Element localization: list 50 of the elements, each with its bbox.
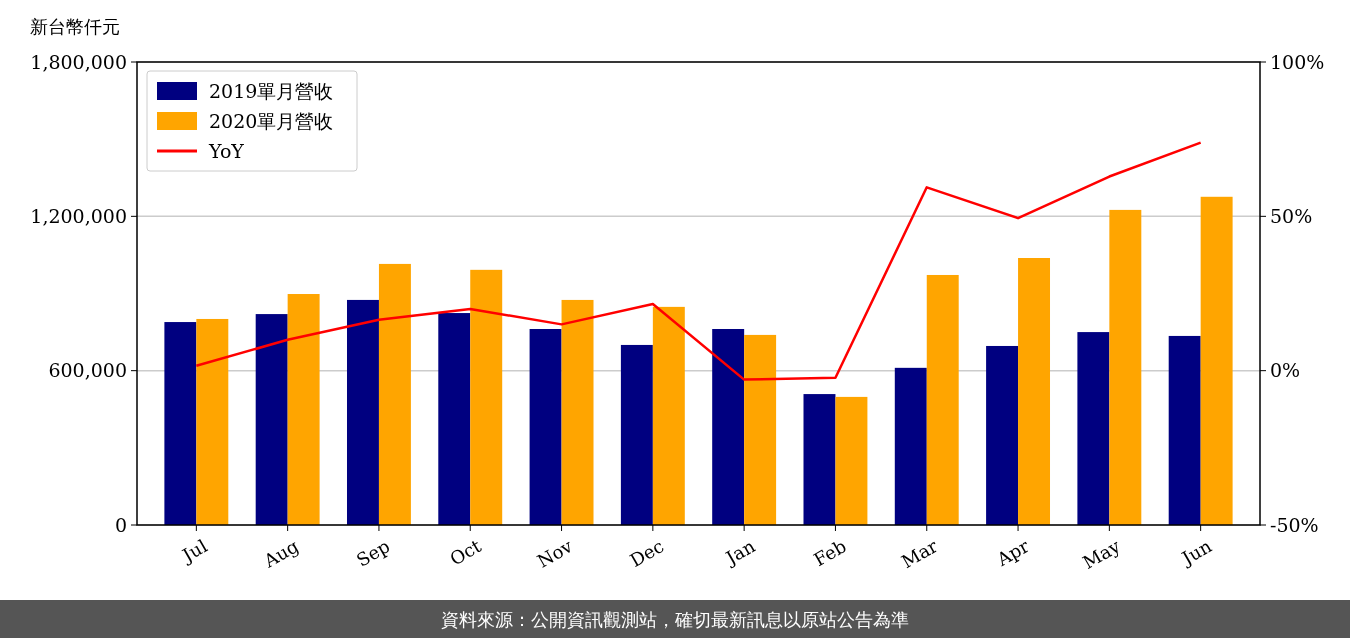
- bar: [744, 334, 777, 525]
- y-tick-label: 1,200,000: [30, 204, 127, 227]
- x-tick-label: Mar: [897, 535, 942, 573]
- bar: [1077, 332, 1110, 525]
- bar: [1168, 335, 1201, 525]
- y2-tick-label: 50%: [1270, 204, 1313, 227]
- bar: [620, 344, 653, 525]
- bar: [835, 396, 868, 525]
- bar: [712, 329, 745, 525]
- x-tick-label: Jun: [1176, 534, 1216, 570]
- bar: [1018, 258, 1051, 525]
- x-tick-label: Dec: [626, 535, 668, 571]
- bar: [894, 367, 927, 525]
- y2-tick-label: 0%: [1270, 359, 1301, 382]
- x-tick-label: Sep: [352, 535, 394, 571]
- bar: [164, 322, 197, 525]
- legend-label: 2020單月營收: [209, 109, 334, 132]
- y2-tick-label: 100%: [1270, 50, 1325, 73]
- x-tick-label: Apr: [992, 535, 1033, 571]
- x-tick-label: Aug: [259, 535, 302, 572]
- source-note: 資料來源：公開資訊觀測站，確切最新訊息以原站公告為準: [441, 609, 909, 631]
- bar: [561, 299, 594, 525]
- bar: [287, 294, 320, 525]
- bar: [986, 345, 1019, 525]
- bar: [1200, 196, 1233, 525]
- y-tick-label: 600,000: [48, 359, 127, 382]
- bar: [346, 299, 379, 525]
- bar: [255, 314, 288, 525]
- bar: [470, 269, 503, 525]
- y-axis-title: 新台幣仟元: [30, 16, 120, 37]
- x-tick-label: May: [1079, 534, 1125, 574]
- bar: [529, 329, 562, 525]
- bar: [196, 318, 229, 525]
- y-tick-label: 0: [114, 513, 127, 536]
- x-tick-label: Jan: [720, 534, 759, 570]
- bar: [926, 274, 959, 525]
- legend-label: 2019單月營收: [209, 79, 334, 102]
- x-tick-label: Nov: [533, 534, 577, 572]
- y-tick-label: 1,800,000: [30, 50, 127, 73]
- bar: [1109, 209, 1142, 525]
- bar: [652, 306, 685, 525]
- y2-tick-label: -50%: [1270, 513, 1319, 536]
- x-tick-label: Jul: [177, 535, 211, 567]
- bar: [378, 263, 411, 525]
- line-series: [195, 141, 1202, 381]
- x-tick-label: Oct: [446, 534, 486, 570]
- bar: [438, 313, 471, 525]
- x-tick-label: Feb: [810, 535, 850, 571]
- bar: [803, 394, 836, 525]
- legend-label: YoY: [208, 139, 245, 162]
